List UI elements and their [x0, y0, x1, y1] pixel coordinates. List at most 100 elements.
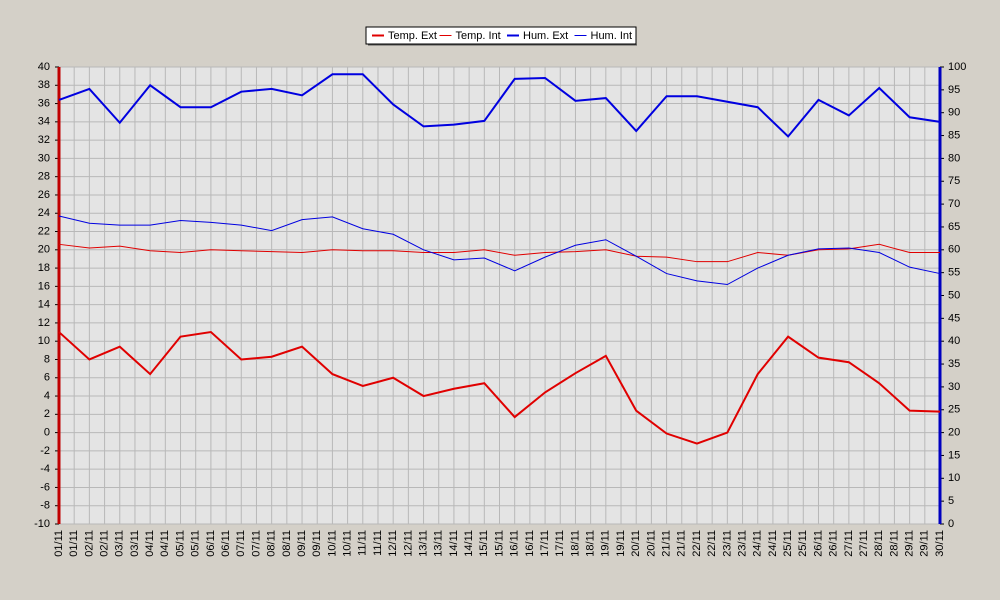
y-tick-label: 40: [38, 61, 50, 73]
y2-tick-label: 85: [948, 129, 960, 141]
y2-tick-label: 90: [948, 107, 960, 119]
x-tick-label: 23/11: [736, 530, 748, 557]
x-tick-label: 12/11: [387, 530, 399, 557]
x-tick-label: 21/11: [660, 530, 672, 557]
x-tick-label: 01/11: [53, 530, 65, 557]
line-series: [58, 73, 941, 138]
x-tick-label: 02/11: [98, 530, 110, 557]
x-tick-label: 13/11: [433, 530, 445, 557]
x-tick-label: 19/11: [615, 530, 627, 557]
y2-tick-label: 5: [948, 495, 954, 507]
y-tick-label: 26: [38, 189, 50, 201]
y2-tick-label: 80: [948, 152, 960, 164]
y2-tick-label: 50: [948, 289, 960, 301]
x-tick-label: 03/11: [129, 530, 141, 557]
x-tick-label: 24/11: [767, 530, 779, 557]
y-tick-label: 34: [38, 116, 50, 128]
x-tick-label: 06/11: [205, 530, 217, 557]
legend-label: Temp. Int: [456, 30, 501, 42]
x-tick-label: 10/11: [342, 530, 354, 557]
y2-tick-label: 15: [948, 449, 960, 461]
y-tick-label: 8: [44, 353, 50, 365]
x-tick-label: 29/11: [904, 530, 916, 557]
y-tick-label: -4: [40, 463, 50, 475]
x-tick-label: 24/11: [752, 530, 764, 557]
x-tick-label: 10/11: [326, 530, 338, 557]
y-tick-label: 18: [38, 262, 50, 274]
line-series: [58, 215, 941, 286]
x-tick-label: 26/11: [828, 530, 840, 557]
x-tick-label: 07/11: [250, 530, 262, 557]
y-tick-label: -2: [40, 445, 50, 457]
x-tick-label: 20/11: [630, 530, 642, 557]
x-tick-label: 26/11: [812, 530, 824, 557]
x-tick-label: 08/11: [281, 530, 293, 557]
legend-box: [365, 26, 637, 45]
x-tick-label: 09/11: [311, 530, 323, 557]
x-tick-label: 23/11: [721, 530, 733, 557]
x-tick-label: 19/11: [600, 530, 612, 557]
x-tick-label: 13/11: [417, 530, 429, 557]
x-tick-label: 21/11: [676, 530, 688, 557]
x-tick-label: 28/11: [873, 530, 885, 557]
y-tick-label: 4: [44, 390, 50, 402]
x-tick-label: 27/11: [858, 530, 870, 557]
x-tick-label: 20/11: [645, 530, 657, 557]
y2-tick-label: 40: [948, 335, 960, 347]
y2-tick-label: 55: [948, 267, 960, 279]
x-tick-label: 11/11: [372, 530, 384, 556]
y-tick-label: 0: [44, 427, 50, 439]
y-tick-label: -8: [40, 500, 50, 512]
y-tick-label: -6: [40, 481, 50, 493]
y-tick-label: 16: [38, 280, 50, 292]
y2-tick-label: 70: [948, 198, 960, 210]
x-tick-label: 08/11: [266, 530, 278, 557]
y2-tick-label: 25: [948, 404, 960, 416]
y-tick-label: 20: [38, 244, 50, 256]
x-tick-label: 04/11: [159, 530, 171, 557]
x-tick-label: 09/11: [296, 530, 308, 557]
x-tick-label: 29/11: [919, 530, 931, 557]
x-tick-label: 16/11: [509, 530, 521, 557]
y-tick-label: 12: [38, 317, 50, 329]
y-tick-label: 30: [38, 152, 50, 164]
x-tick-label: 16/11: [524, 530, 536, 557]
x-tick-label: 30/11: [934, 530, 946, 557]
x-tick-label: 15/11: [478, 530, 490, 557]
y-tick-label: 10: [38, 335, 50, 347]
x-tick-label: 12/11: [402, 530, 414, 557]
x-tick-label: 14/11: [463, 530, 475, 557]
y-tick-label: 32: [38, 134, 50, 146]
x-tick-label: 02/11: [83, 530, 95, 557]
x-tick-label: 18/11: [585, 530, 597, 557]
x-tick-label: 14/11: [448, 530, 460, 557]
legend-label: Hum. Ext: [523, 30, 568, 42]
y2-tick-label: 20: [948, 427, 960, 439]
x-tick-label: 25/11: [782, 530, 794, 557]
x-tick-label: 22/11: [706, 530, 718, 557]
x-tick-label: 03/11: [114, 530, 126, 557]
y2-tick-label: 0: [948, 518, 954, 530]
x-tick-label: 22/11: [691, 530, 703, 557]
x-tick-label: 15/11: [493, 530, 505, 557]
x-tick-label: 17/11: [539, 530, 551, 557]
y2-tick-label: 95: [948, 84, 960, 96]
x-tick-label: 04/11: [144, 530, 156, 557]
line-series: [58, 331, 941, 445]
x-tick-label: 05/11: [190, 530, 202, 557]
y2-tick-label: 30: [948, 381, 960, 393]
x-tick-label: 11/11: [357, 530, 369, 556]
x-tick-label: 28/11: [888, 530, 900, 557]
x-tick-label: 01/11: [68, 530, 80, 557]
y-tick-label: 2: [44, 408, 50, 420]
x-tick-label: 18/11: [569, 530, 581, 557]
x-tick-label: 25/11: [797, 530, 809, 557]
legend-label: Hum. Int: [591, 30, 633, 42]
y2-tick-label: 45: [948, 312, 960, 324]
x-tick-label: 07/11: [235, 530, 247, 557]
y-tick-label: 38: [38, 79, 50, 91]
x-tick-label: 27/11: [843, 530, 855, 557]
y2-tick-label: 10: [948, 472, 960, 484]
x-tick-label: 17/11: [554, 530, 566, 557]
